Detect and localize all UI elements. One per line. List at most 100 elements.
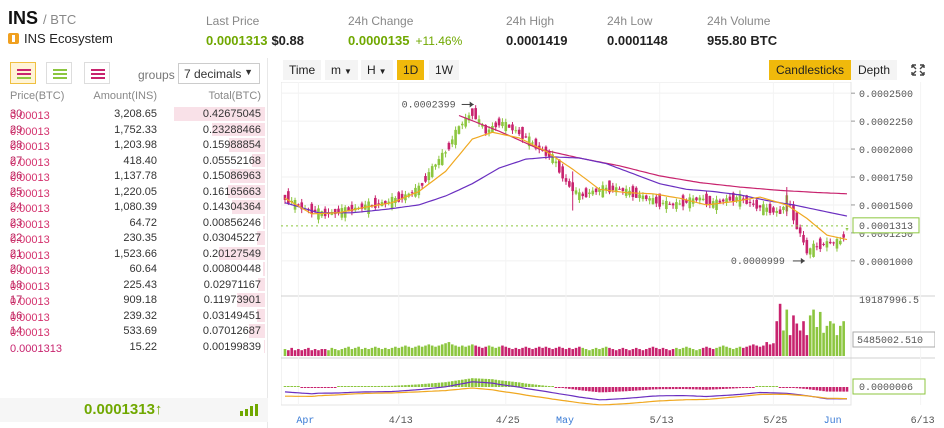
- volume-bar: [574, 347, 578, 356]
- orderbook-row[interactable]: 0.00013 30 3,208.65 0.42675045: [0, 106, 267, 122]
- candle-body: [798, 227, 802, 234]
- last-price-value: 0.0001313: [206, 33, 268, 48]
- orderbook-row[interactable]: 0.00013 14 533.69 0.07012687: [0, 323, 267, 339]
- volume-bar: [671, 349, 675, 356]
- volume-bar: [618, 349, 621, 356]
- fullscreen-icon[interactable]: [911, 64, 925, 76]
- candle-body: [534, 138, 538, 149]
- indicator-bar: [705, 387, 708, 390]
- volume-bar: [785, 309, 789, 356]
- volume-bar: [641, 350, 645, 356]
- depth-bar: [257, 308, 265, 322]
- interval-time-button[interactable]: Time: [283, 60, 322, 80]
- moving-average-long: [458, 114, 848, 195]
- indicator-bar: [457, 380, 461, 387]
- indicator-bar: [772, 386, 775, 387]
- interval-hours-dropdown[interactable]: H ▼: [361, 60, 393, 80]
- orderbook-row[interactable]: 0.00013 16 239.32 0.03149451: [0, 308, 267, 324]
- decimals-select[interactable]: 7 decimals ▼: [178, 63, 260, 84]
- orderbook-row[interactable]: 0.00013 26 1,137.78 0.15086963: [0, 168, 267, 184]
- indicator-bar: [551, 386, 554, 387]
- orderbook-row[interactable]: 0.00013 27 418.40 0.05552168: [0, 153, 267, 169]
- volume-bar: [802, 321, 805, 356]
- indicator-bar: [527, 383, 531, 387]
- low-annotation-label: 0.0000999: [731, 257, 785, 268]
- volume-bar: [675, 347, 678, 356]
- volume-bar: [644, 349, 648, 356]
- candle-body: [768, 204, 772, 213]
- volume-bar: [638, 349, 641, 356]
- candle-body: [454, 129, 457, 145]
- candle-body: [484, 125, 488, 134]
- volume-value: 955.80 BTC: [707, 33, 778, 48]
- coin-name-link[interactable]: INS Ecosystem: [8, 31, 113, 46]
- orderbook-row[interactable]: 0.00013 20 60.64 0.00800448: [0, 261, 267, 277]
- volume-bar: [547, 347, 551, 356]
- candle-body: [477, 119, 481, 124]
- orderbook-header: Price(BTC) Amount(INS) Total(BTC): [0, 88, 267, 106]
- volume-bar: [377, 347, 380, 356]
- candle-body: [517, 129, 521, 135]
- orderbook-row[interactable]: 0.00013 17 909.18 0.11973901: [0, 292, 267, 308]
- candle-body: [333, 208, 337, 215]
- depth-bar: [257, 231, 265, 245]
- orderbook-row[interactable]: 0.00013 24 1,080.39 0.14304364: [0, 199, 267, 215]
- indicator-bar: [471, 378, 474, 387]
- indicator-bar: [357, 386, 360, 387]
- volume-bar: [798, 330, 802, 356]
- coin-name: INS Ecosystem: [24, 31, 113, 46]
- indicator-bar: [420, 384, 424, 387]
- orderbook-row[interactable]: 0.00013 21 1,523.66 0.20127549: [0, 246, 267, 262]
- candle-body: [755, 199, 758, 209]
- orderbook-row[interactable]: 0.00013 22 230.35 0.03045227: [0, 230, 267, 246]
- candle-body: [641, 195, 645, 200]
- orderbook-row[interactable]: 0.00013 18 225.43 0.02971167: [0, 277, 267, 293]
- row-total: 0.00199839: [202, 340, 261, 353]
- volume-bar: [467, 345, 471, 356]
- view-bids-button[interactable]: [46, 62, 72, 84]
- orderbook-row[interactable]: 0.00013 28 1,203.98 0.15988854: [0, 137, 267, 153]
- volume-bar: [404, 345, 407, 356]
- row-total: 0.14304364: [202, 201, 261, 213]
- volume-mark-label: 5485002.510: [857, 336, 923, 347]
- depth-bar: [173, 107, 265, 121]
- row-price: 0.00013 28: [10, 139, 50, 153]
- indicator-bar: [547, 386, 551, 387]
- volume-bar: [511, 349, 514, 356]
- price-chart[interactable]: 0.0002500 0.0002250 0.0002000 0.0001750 0.00…: [281, 82, 935, 428]
- candle-body: [287, 191, 290, 204]
- orderbook-row[interactable]: 0.00013 23 64.72 0.00856246: [0, 215, 267, 231]
- view-asks-button[interactable]: [84, 62, 110, 84]
- interval-1d-button[interactable]: 1D: [397, 60, 425, 80]
- orderbook-row[interactable]: 0.00013 29 1,752.33 0.23288466: [0, 122, 267, 138]
- row-total: 0.16165663: [202, 185, 261, 198]
- interval-1w-button[interactable]: 1W: [429, 60, 459, 80]
- view-both-button[interactable]: [10, 62, 36, 84]
- candle-body: [792, 204, 795, 221]
- candle-body: [845, 228, 849, 230]
- volume-bar: [494, 347, 498, 356]
- indicator-tag: [852, 378, 926, 395]
- candle-body: [434, 164, 437, 167]
- volume-bar: [688, 347, 692, 356]
- candle-body: [420, 183, 424, 186]
- row-price: 0.00013 17: [10, 294, 50, 308]
- depth-tab[interactable]: Depth: [850, 60, 897, 80]
- orderbook-row[interactable]: 0.00013 25 1,220.05 0.16165663: [0, 184, 267, 200]
- orderbook-row[interactable]: 0.0001313 15.22 0.00199839: [10, 339, 265, 355]
- indicator-bar: [671, 387, 675, 390]
- indicator-bar: [792, 387, 795, 388]
- volume-bar: [394, 346, 397, 356]
- volume-bar: [571, 349, 574, 356]
- volume-bar: [527, 347, 531, 356]
- row-amount: 1,220.05: [114, 185, 157, 198]
- volume-bar: [591, 349, 595, 356]
- volume-bar: [788, 335, 792, 356]
- indicator-bar: [624, 387, 628, 392]
- row-price: 0.00013 26: [10, 170, 50, 184]
- y-tick-label: 0.0001250: [859, 230, 913, 241]
- moving-average-short: [284, 131, 848, 241]
- interval-minutes-dropdown[interactable]: m ▼: [325, 60, 358, 80]
- candlesticks-tab[interactable]: Candlesticks: [768, 60, 851, 80]
- indicator-bar: [691, 387, 695, 390]
